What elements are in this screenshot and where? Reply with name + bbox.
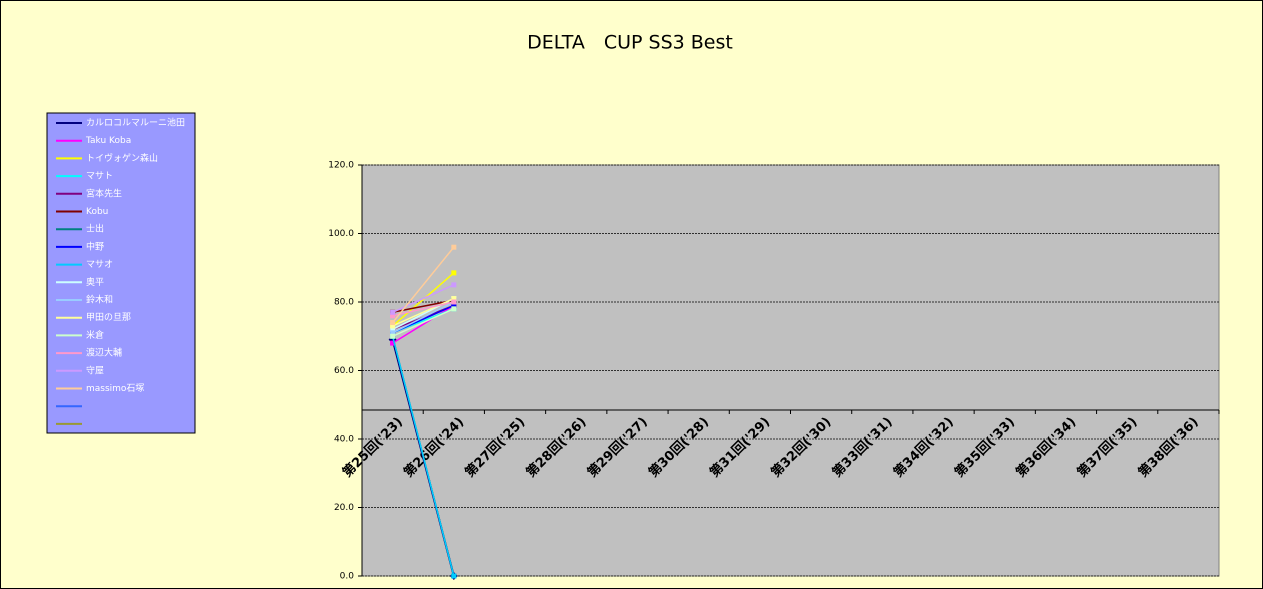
- y-tick-label: 100.0: [328, 229, 354, 239]
- marker: [390, 333, 396, 339]
- series-line: [392, 284, 455, 313]
- legend-label: 中野: [86, 240, 104, 252]
- y-tick-label: 20.0: [334, 503, 354, 513]
- legend-label: 士出: [86, 223, 104, 235]
- marker: [390, 326, 396, 332]
- legend-label: Taku Koba: [85, 136, 131, 146]
- legend-label: 米倉: [86, 329, 104, 341]
- legend-label: 宮本先生: [86, 187, 122, 199]
- series-line: [392, 304, 455, 344]
- series-line: [392, 308, 455, 337]
- marker: [451, 306, 457, 312]
- y-tick-label: 40.0: [334, 435, 354, 445]
- legend-label: Kobu: [86, 207, 108, 217]
- series-line: [392, 301, 454, 317]
- y-tick-label: 80.0: [334, 298, 354, 308]
- y-tick-label: 60.0: [334, 366, 354, 376]
- marker: [390, 330, 396, 336]
- series-line: [391, 336, 455, 577]
- marker: [451, 302, 457, 308]
- legend-label: 甲田の旦那: [86, 312, 131, 323]
- legend: [46, 112, 196, 434]
- marker: [390, 323, 396, 329]
- y-tick-label: 120.0: [328, 161, 354, 171]
- marker: [451, 296, 457, 302]
- marker: [451, 244, 457, 250]
- marker: [451, 573, 457, 579]
- marker: [451, 282, 457, 288]
- legend-label: カルロコルマルーニ池田: [86, 117, 185, 129]
- legend-label: 鈴木和: [86, 294, 113, 306]
- y-tick-label: 0.0: [340, 572, 355, 582]
- marker: [390, 313, 396, 319]
- series-line: [392, 246, 455, 324]
- marker: [390, 309, 396, 315]
- series-line: [392, 272, 455, 327]
- marker: [390, 340, 396, 346]
- marker: [451, 299, 457, 305]
- marker: [390, 320, 396, 326]
- legend-label: massimo石塚: [86, 383, 144, 394]
- legend-label: マサオ: [86, 259, 113, 270]
- series-line: [392, 297, 455, 327]
- series-line: [392, 301, 455, 334]
- legend-label: マサト: [86, 171, 113, 182]
- marker: [451, 270, 457, 276]
- legend-label: トイヴォゲン森山: [86, 152, 158, 164]
- legend-label: 渡辺大輔: [86, 347, 122, 359]
- legend-label: 守屋: [86, 364, 104, 376]
- plot-area: [361, 164, 1220, 577]
- legend-label: 奥平: [86, 276, 104, 288]
- chart-title: DELTA CUP SS3 Best: [527, 32, 733, 54]
